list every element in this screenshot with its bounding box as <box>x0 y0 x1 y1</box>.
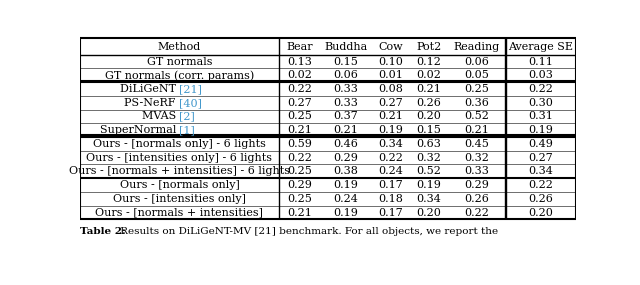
Text: 0.27: 0.27 <box>378 98 403 108</box>
Text: 0.19: 0.19 <box>528 125 553 135</box>
Text: 0.36: 0.36 <box>464 98 489 108</box>
Text: 0.26: 0.26 <box>464 194 489 204</box>
Text: MVAS: MVAS <box>141 111 179 121</box>
Text: [40]: [40] <box>179 98 202 108</box>
Text: Ours - [normals only]: Ours - [normals only] <box>120 180 239 190</box>
Text: Cow: Cow <box>378 42 403 52</box>
Text: 0.12: 0.12 <box>417 57 442 67</box>
Text: 0.06: 0.06 <box>464 57 489 67</box>
Text: 0.19: 0.19 <box>417 180 442 190</box>
Text: 0.29: 0.29 <box>287 180 312 190</box>
Text: 0.02: 0.02 <box>417 70 442 80</box>
Text: 0.20: 0.20 <box>528 207 553 217</box>
Text: 0.52: 0.52 <box>417 166 442 176</box>
Text: 0.24: 0.24 <box>378 166 403 176</box>
Text: Average SE: Average SE <box>508 42 573 52</box>
Text: 0.03: 0.03 <box>528 70 553 80</box>
Text: 0.10: 0.10 <box>378 57 403 67</box>
Text: 0.22: 0.22 <box>287 153 312 163</box>
Text: 0.20: 0.20 <box>417 207 442 217</box>
Text: 0.11: 0.11 <box>528 57 553 67</box>
Text: Ours - [normals + intensities]: Ours - [normals + intensities] <box>95 207 264 217</box>
Text: 0.29: 0.29 <box>464 180 489 190</box>
Text: 0.30: 0.30 <box>528 98 553 108</box>
Text: 0.33: 0.33 <box>464 166 489 176</box>
Text: Method: Method <box>158 42 201 52</box>
Text: 0.25: 0.25 <box>287 166 312 176</box>
Text: 0.25: 0.25 <box>464 84 489 94</box>
Text: 0.34: 0.34 <box>528 166 553 176</box>
Text: 0.33: 0.33 <box>333 84 358 94</box>
Text: 0.05: 0.05 <box>464 70 489 80</box>
Text: 0.33: 0.33 <box>333 98 358 108</box>
Text: 0.02: 0.02 <box>287 70 312 80</box>
Text: [1]: [1] <box>179 125 195 135</box>
Text: 0.63: 0.63 <box>417 139 442 149</box>
Text: Ours - [normals only] - 6 lights: Ours - [normals only] - 6 lights <box>93 139 266 149</box>
Text: Bear: Bear <box>287 42 313 52</box>
Text: 0.45: 0.45 <box>464 139 489 149</box>
Text: 0.49: 0.49 <box>528 139 553 149</box>
Text: 0.37: 0.37 <box>333 111 358 121</box>
Text: 0.19: 0.19 <box>333 180 358 190</box>
Text: 0.29: 0.29 <box>333 153 358 163</box>
Text: GT normals: GT normals <box>147 57 212 67</box>
Text: 0.22: 0.22 <box>378 153 403 163</box>
Text: 0.19: 0.19 <box>378 125 403 135</box>
Text: GT normals (corr. params): GT normals (corr. params) <box>105 70 254 81</box>
Text: 0.21: 0.21 <box>417 84 442 94</box>
Text: 0.19: 0.19 <box>333 207 358 217</box>
Text: Ours - [normals + intensities] - 6 lights: Ours - [normals + intensities] - 6 light… <box>69 166 290 176</box>
Text: Table 2:: Table 2: <box>80 227 126 236</box>
Text: 0.20: 0.20 <box>417 111 442 121</box>
Text: 0.31: 0.31 <box>528 111 553 121</box>
Text: 0.15: 0.15 <box>333 57 358 67</box>
Text: 0.18: 0.18 <box>378 194 403 204</box>
Text: 0.32: 0.32 <box>417 153 442 163</box>
Text: 0.08: 0.08 <box>378 84 403 94</box>
Text: 0.22: 0.22 <box>528 84 553 94</box>
Text: 0.26: 0.26 <box>528 194 553 204</box>
Text: 0.46: 0.46 <box>333 139 358 149</box>
Text: 0.59: 0.59 <box>287 139 312 149</box>
Text: Reading: Reading <box>453 42 500 52</box>
Text: 0.15: 0.15 <box>417 125 442 135</box>
Text: 0.25: 0.25 <box>287 111 312 121</box>
Text: 0.32: 0.32 <box>464 153 489 163</box>
Text: DiLiGeNT: DiLiGeNT <box>120 84 179 94</box>
Text: 0.34: 0.34 <box>417 194 442 204</box>
Text: 0.38: 0.38 <box>333 166 358 176</box>
Text: 0.22: 0.22 <box>287 84 312 94</box>
Text: Pot2: Pot2 <box>417 42 442 52</box>
Text: 0.27: 0.27 <box>287 98 312 108</box>
Text: Ours - [intensities only]: Ours - [intensities only] <box>113 194 246 204</box>
Text: [2]: [2] <box>179 111 195 121</box>
Text: 0.27: 0.27 <box>528 153 553 163</box>
Text: Buddha: Buddha <box>324 42 367 52</box>
Text: 0.26: 0.26 <box>417 98 442 108</box>
Text: 0.17: 0.17 <box>378 180 403 190</box>
Text: 0.01: 0.01 <box>378 70 403 80</box>
Text: 0.13: 0.13 <box>287 57 312 67</box>
Text: 0.21: 0.21 <box>333 125 358 135</box>
Text: 0.06: 0.06 <box>333 70 358 80</box>
Text: Ours - [intensities only] - 6 lights: Ours - [intensities only] - 6 lights <box>86 153 273 163</box>
Text: 0.22: 0.22 <box>464 207 489 217</box>
Text: 0.21: 0.21 <box>464 125 489 135</box>
Text: [21]: [21] <box>179 84 202 94</box>
Text: 0.21: 0.21 <box>287 125 312 135</box>
Text: 0.52: 0.52 <box>464 111 489 121</box>
Text: 0.24: 0.24 <box>333 194 358 204</box>
Text: 0.21: 0.21 <box>378 111 403 121</box>
Text: SuperNormal: SuperNormal <box>100 125 179 135</box>
Text: 0.34: 0.34 <box>378 139 403 149</box>
Text: 0.22: 0.22 <box>528 180 553 190</box>
Text: 0.17: 0.17 <box>378 207 403 217</box>
Text: PS-NeRF: PS-NeRF <box>125 98 179 108</box>
Text: Results on DiLiGeNT-MV [21] benchmark. For all objects, we report the: Results on DiLiGeNT-MV [21] benchmark. F… <box>117 227 498 236</box>
Text: 0.21: 0.21 <box>287 207 312 217</box>
Text: 0.25: 0.25 <box>287 194 312 204</box>
